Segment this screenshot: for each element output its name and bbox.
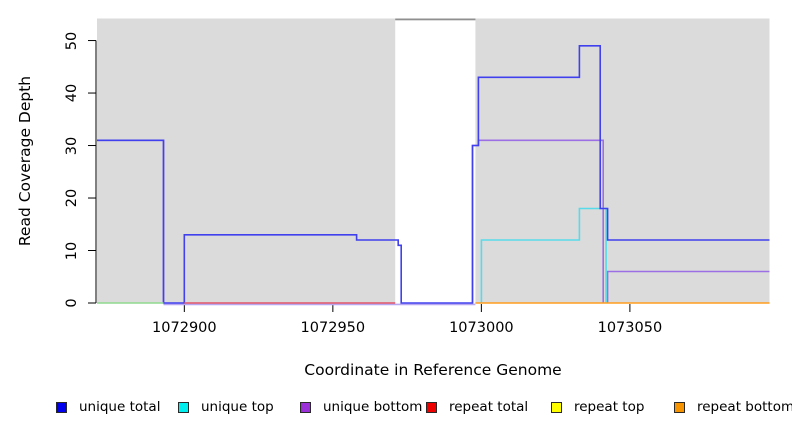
x-tick-label: 1072950 [300, 320, 366, 336]
legend-item-unique-top: unique top [178, 399, 274, 415]
legend-item-repeat-bottom: repeat bottom [674, 399, 792, 415]
legend-label: repeat total [449, 399, 529, 415]
x-tick-label: 1073050 [597, 320, 663, 336]
x-tick-label: 1073000 [449, 320, 514, 336]
legend-label: unique total [79, 399, 161, 415]
y-axis-title: Read Coverage Depth [16, 75, 34, 247]
y-tick-label: 30 [64, 136, 80, 155]
y-tick-label: 10 [64, 241, 80, 260]
y-tick-label: 0 [64, 298, 80, 308]
legend-label: unique top [201, 399, 274, 415]
legend-swatch-icon [300, 401, 311, 413]
legend-item-unique-bottom: unique bottom [300, 399, 422, 415]
y-tick-label: 50 [64, 31, 80, 50]
legend-swatch-icon [56, 401, 67, 413]
legend-item-repeat-total: repeat total [426, 399, 528, 415]
y-tick-label: 20 [64, 188, 80, 208]
legend-item-repeat-top: repeat top [551, 399, 644, 415]
y-tick-label: 40 [64, 83, 80, 103]
legend-swatch-icon [674, 401, 685, 413]
series-line-unique-bottom [606, 270, 770, 303]
legend-label: unique bottom [323, 399, 423, 415]
series-line-unique-total [97, 44, 770, 304]
legend-swatch-icon [426, 401, 437, 413]
legend-swatch-icon [178, 401, 189, 413]
masked-region-band [395, 20, 476, 303]
x-axis-title: Coordinate in Reference Genome [304, 361, 562, 379]
legend-label: repeat top [574, 399, 645, 415]
legend-item-unique-total: unique total [56, 399, 160, 415]
legend-label: repeat bottom [697, 399, 792, 415]
series-line-unique-top [480, 207, 607, 303]
legend-swatch-icon [551, 401, 562, 413]
x-tick-label: 1072900 [152, 320, 217, 336]
masked-region-top-edge [395, 18, 476, 21]
